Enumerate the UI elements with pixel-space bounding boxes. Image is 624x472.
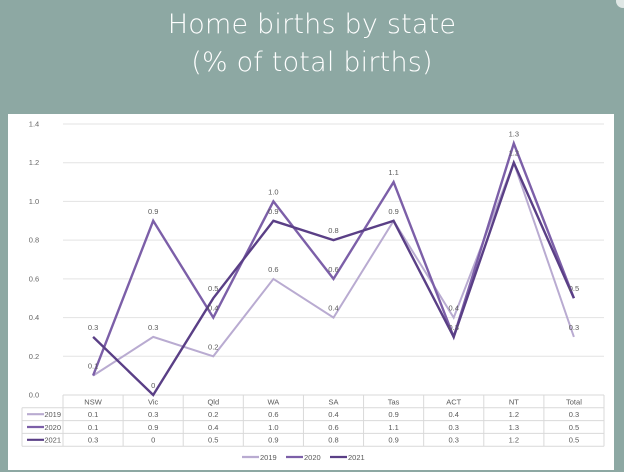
table-cell: 0: [151, 436, 155, 445]
table-cell: 0.3: [569, 410, 579, 419]
table-cell: 0.9: [388, 436, 398, 445]
table-cell: 0.6: [328, 423, 338, 432]
category-label: Vic: [148, 397, 159, 406]
table-cell: 0.2: [208, 410, 218, 419]
legend-label-2021: 2021: [348, 453, 365, 462]
data-label: 0.9: [148, 207, 158, 216]
table-cell: 1.1: [388, 423, 398, 432]
legend-label-2020: 2020: [304, 453, 321, 462]
table-series-label: 2020: [44, 423, 61, 432]
y-tick-label: 1.4: [29, 120, 39, 129]
data-label: 0.3: [88, 323, 98, 332]
y-tick-label: 1.2: [29, 158, 39, 167]
table-cell: 1.0: [268, 423, 278, 432]
y-tick-label: 0.4: [29, 313, 39, 322]
table-cell: 1.2: [509, 436, 519, 445]
category-label: Tas: [388, 397, 400, 406]
table-cell: 0.5: [208, 436, 218, 445]
table-cell: 1.3: [509, 423, 519, 432]
data-label: 0.4: [328, 304, 338, 313]
data-label: 0.6: [328, 265, 338, 274]
series-line-2021: [92, 159, 575, 397]
data-label: 1.3: [509, 129, 519, 138]
y-tick-label: 1.0: [29, 197, 39, 206]
chart-title: Home births by state (% of total births): [0, 6, 624, 82]
data-label: 0.5: [208, 284, 218, 293]
data-label: 0.3: [449, 323, 459, 332]
table-cell: 0.5: [569, 436, 579, 445]
table-cell: 0.1: [88, 423, 98, 432]
data-label: 0: [151, 381, 155, 390]
table-cell: 0.3: [88, 436, 98, 445]
category-label: Qld: [207, 397, 219, 406]
table-cell: 0.3: [449, 423, 459, 432]
table-cell: 0.9: [148, 423, 158, 432]
table-cell: 1.2: [509, 410, 519, 419]
y-tick-label: 0.2: [29, 352, 39, 361]
data-label: 0.9: [388, 207, 398, 216]
data-label: 0.3: [569, 323, 579, 332]
category-label: Total: [566, 397, 582, 406]
y-tick-label: 0.6: [29, 274, 39, 283]
table-cell: 0.3: [148, 410, 158, 419]
data-label: 1.2: [509, 149, 519, 158]
data-label: 0.4: [208, 304, 218, 313]
table-cell: 0.6: [268, 410, 278, 419]
table-cell: 0.4: [208, 423, 218, 432]
category-label: SA: [328, 397, 338, 406]
title-line-2: (% of total births): [191, 47, 433, 78]
category-label: NT: [509, 397, 519, 406]
table-cell: 0.9: [388, 410, 398, 419]
table-cell: 0.9: [268, 436, 278, 445]
data-label: 0.5: [569, 284, 579, 293]
data-label: 0.4: [449, 304, 459, 313]
table-series-label: 2019: [44, 410, 61, 419]
line-chart: 0.0 0.2 0.4 0.6 0.8 1.0 1.2 1.4 NSW Vic Qld WA SA Tas…: [21, 120, 605, 462]
table-cell: 0.3: [449, 436, 459, 445]
corner-decoration: [616, 0, 624, 8]
table-cell: 0.1: [88, 410, 98, 419]
series-line-2020: [91, 139, 576, 377]
category-label: ACT: [446, 397, 461, 406]
table-cell: 0.5: [569, 423, 579, 432]
data-label: 0.2: [208, 342, 218, 351]
table-series-label: 2021: [44, 436, 61, 445]
data-label: 0.3: [148, 323, 158, 332]
category-label: WA: [267, 397, 279, 406]
y-tick-label: 0.8: [29, 236, 39, 245]
legend-label-2019: 2019: [260, 453, 277, 462]
data-label: 0.8: [328, 226, 338, 235]
chart-panel: 0.0 0.2 0.4 0.6 0.8 1.0 1.2 1.4 NSW Vic Qld WA SA Tas…: [8, 114, 614, 470]
y-tick-label: 0.0: [29, 391, 39, 400]
table-cell: 0.4: [449, 410, 459, 419]
data-label: 0.6: [268, 265, 278, 274]
category-label: NSW: [84, 397, 102, 406]
data-label: 0.9: [268, 207, 278, 216]
series-line-2019: [92, 159, 575, 377]
data-label: 0.1: [88, 362, 98, 371]
table-cell: 0.4: [328, 410, 338, 419]
table-cell: 0.8: [328, 436, 338, 445]
data-label: 1.1: [388, 168, 398, 177]
data-label: 1.0: [268, 187, 278, 196]
title-line-1: Home births by state: [167, 9, 457, 40]
